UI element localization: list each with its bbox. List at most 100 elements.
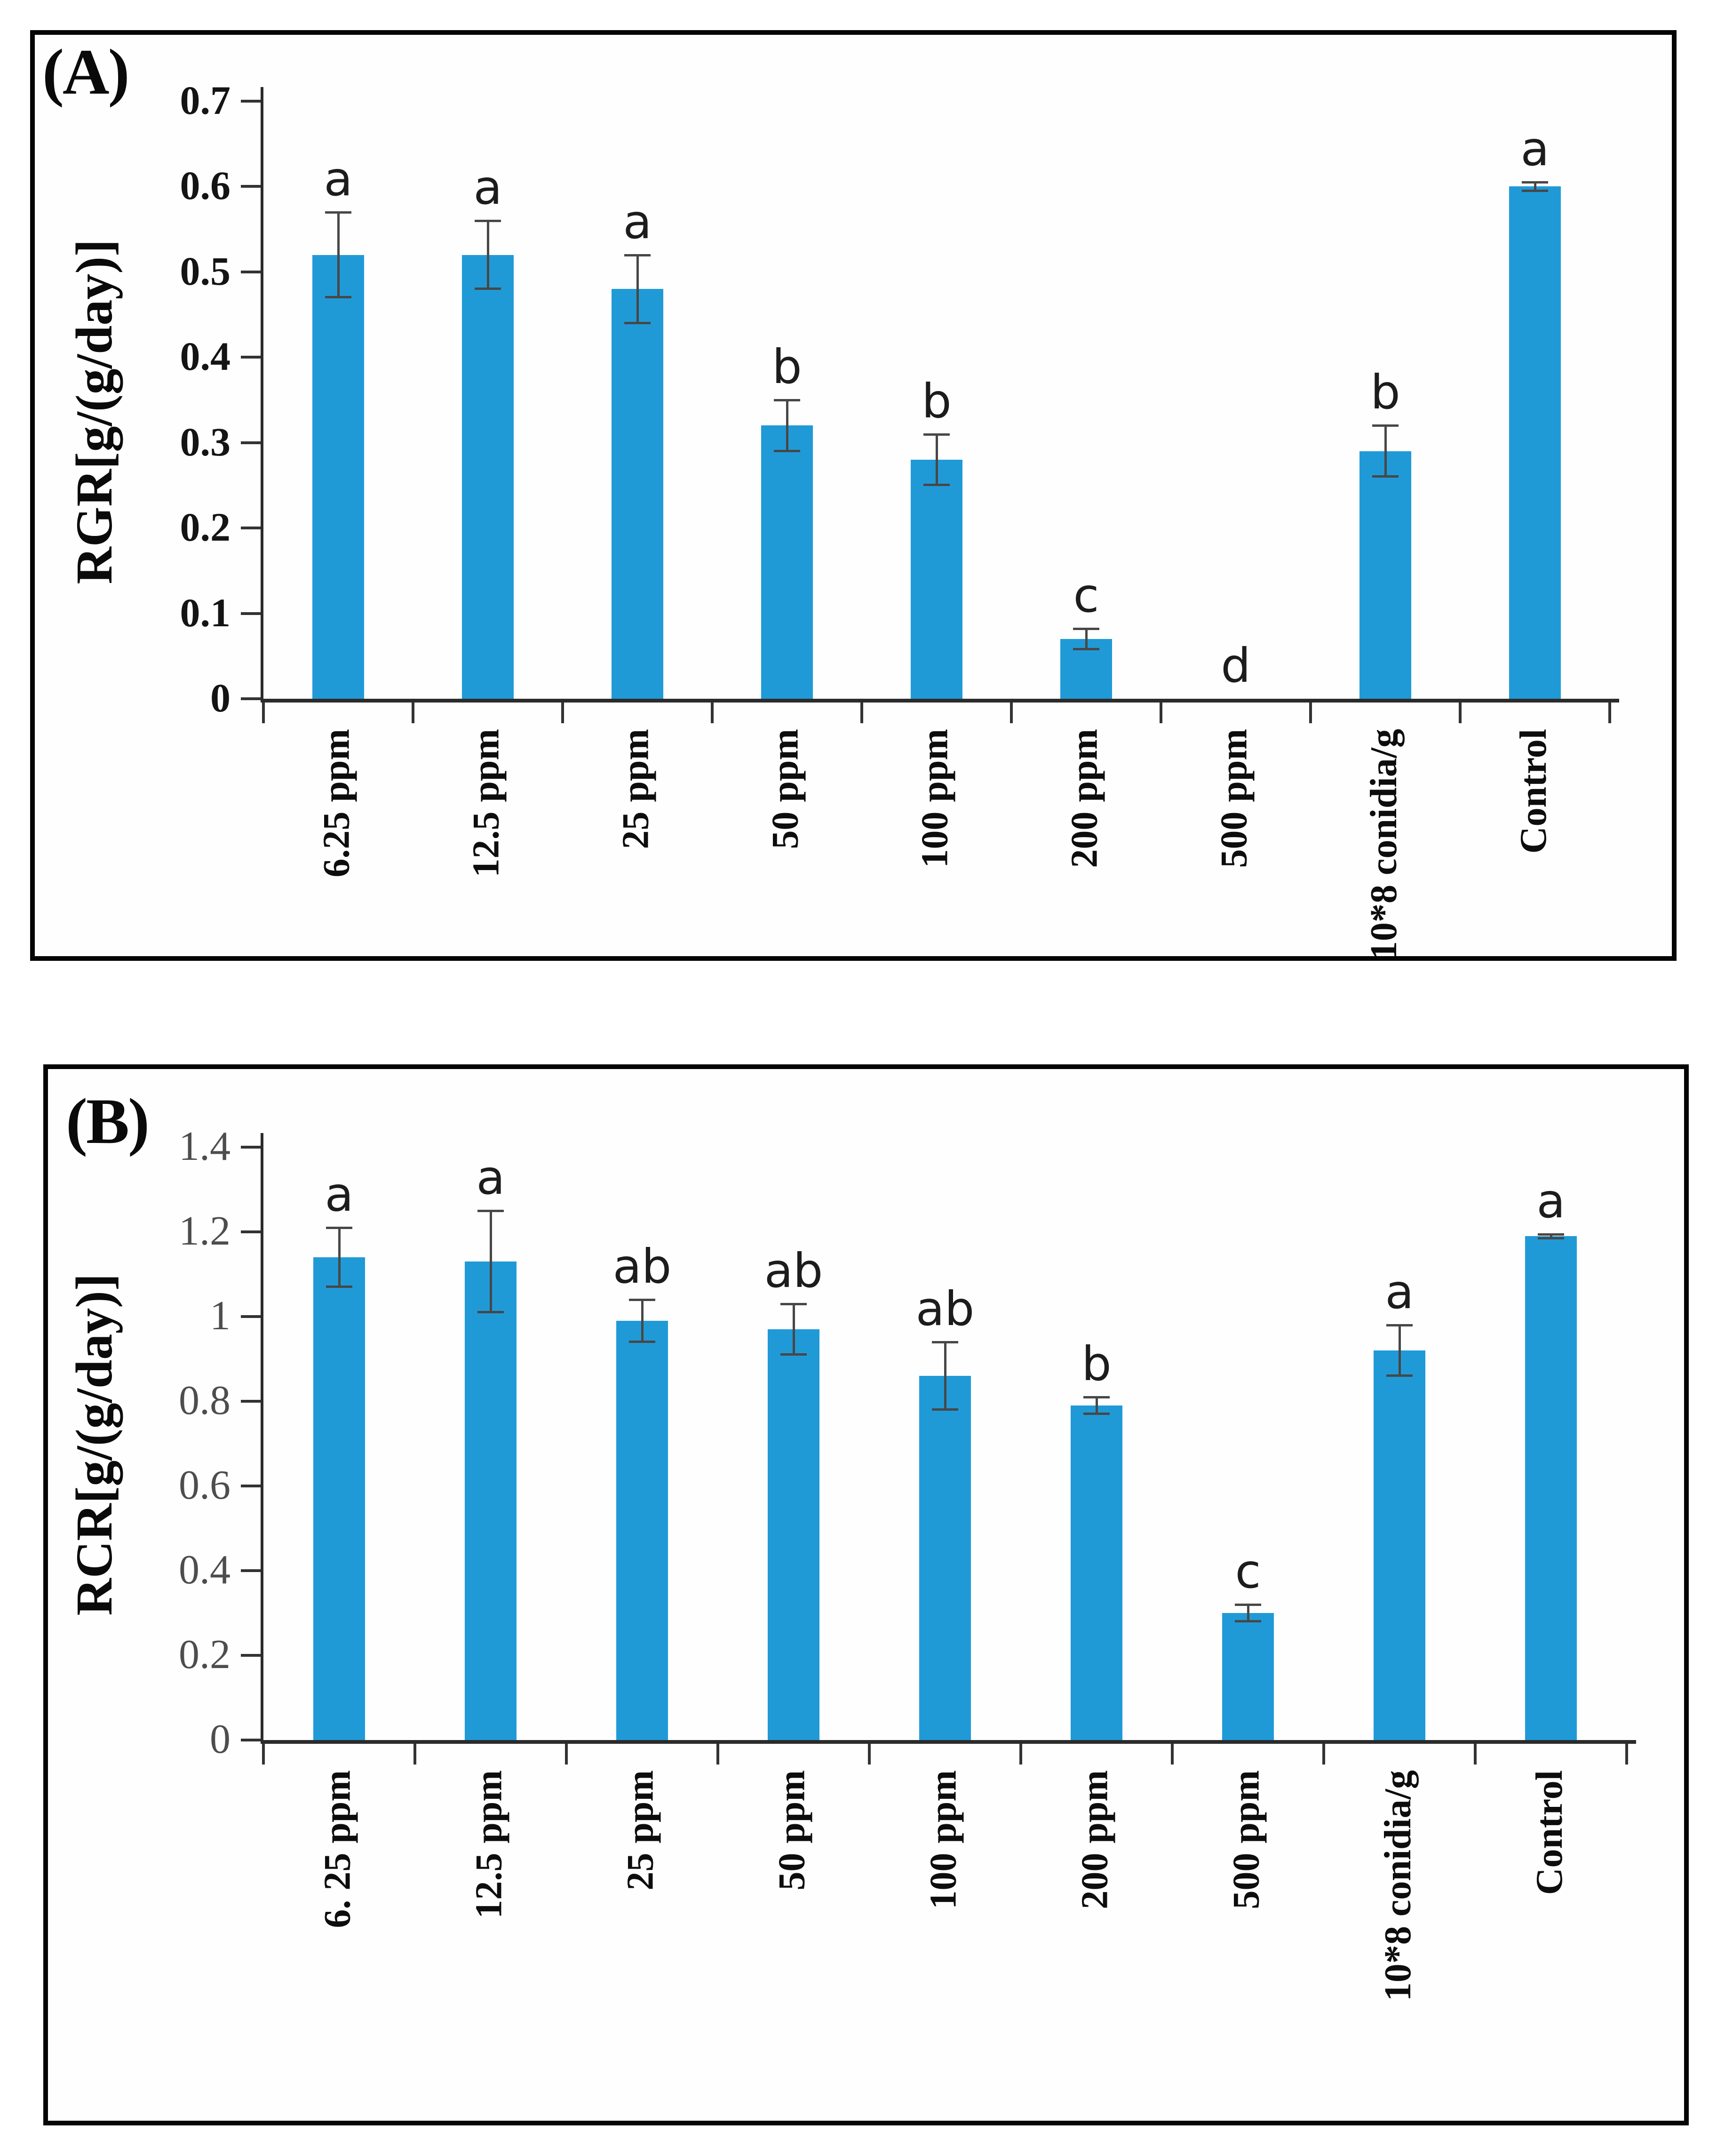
error-bar	[936, 434, 938, 486]
x-axis-tick	[868, 1744, 871, 1765]
error-bar-cap-top	[629, 1299, 655, 1301]
error-bar	[337, 212, 340, 298]
x-axis-tick	[1010, 703, 1013, 723]
x-axis-tick	[262, 703, 265, 723]
bar	[465, 1262, 517, 1740]
significance-letter: a	[473, 160, 502, 215]
error-bar-cap-top	[1235, 1604, 1261, 1606]
y-tick-label: 0.7	[180, 78, 231, 123]
x-axis-tick	[1608, 703, 1611, 723]
error-bar-cap-top	[1372, 424, 1399, 427]
error-bar-cap-bottom	[780, 1353, 807, 1356]
x-category-label-text: 12.5 ppm	[469, 1770, 510, 1919]
error-bar-cap-bottom	[475, 287, 501, 290]
error-bar-cap-top	[923, 433, 950, 436]
y-axis-tick	[241, 1569, 261, 1572]
y-tick-label: 0.6	[179, 1462, 231, 1508]
significance-letter: d	[1221, 638, 1251, 693]
y-axis-tick	[241, 185, 261, 188]
x-category-label-text: Control	[1513, 729, 1554, 854]
significance-letter: a	[324, 151, 353, 207]
error-bar-cap-top	[774, 399, 800, 401]
error-bar	[338, 1228, 341, 1287]
significance-letter: b	[1370, 365, 1400, 420]
error-bar-cap-top	[326, 1227, 352, 1229]
error-bar-cap-bottom	[1522, 189, 1548, 192]
significance-letter: c	[1235, 1544, 1261, 1599]
error-bar	[487, 221, 489, 289]
error-bar-cap-top	[1083, 1396, 1110, 1398]
error-bar-cap-top	[780, 1303, 807, 1305]
y-axis	[261, 1133, 263, 1744]
bar	[312, 255, 364, 699]
significance-letter: c	[1073, 568, 1099, 623]
error-bar	[793, 1304, 795, 1355]
error-bar-cap-bottom	[774, 449, 800, 452]
error-bar	[1550, 1234, 1552, 1238]
significance-letter: ab	[612, 1239, 672, 1294]
x-category-label-text: 6.25 ppm	[316, 729, 358, 878]
x-category-label-text: 50 ppm	[771, 1770, 813, 1891]
y-tick-label: 1	[210, 1293, 231, 1339]
y-tick-label: 0.4	[180, 334, 231, 379]
significance-letter: a	[1536, 1173, 1566, 1229]
y-axis-tick	[241, 1400, 261, 1403]
x-category-label-text: 50 ppm	[765, 729, 806, 849]
y-axis-tick	[241, 1315, 261, 1318]
significance-letter: b	[922, 373, 952, 429]
x-category-label-text: 200 ppm	[1064, 729, 1105, 868]
bar	[761, 425, 813, 699]
y-tick-label: 0.2	[180, 504, 231, 550]
x-axis-tick	[1459, 703, 1462, 723]
x-axis-tick	[1625, 1744, 1628, 1765]
y-tick-label: 0.3	[180, 419, 231, 464]
bar	[462, 255, 514, 699]
error-bar	[1399, 1325, 1401, 1376]
error-bar	[1247, 1605, 1249, 1621]
x-category-label-text: 100 ppm	[923, 1770, 964, 1909]
error-bar-cap-top	[477, 1210, 504, 1212]
error-bar-cap-bottom	[1386, 1374, 1413, 1377]
error-bar-cap-bottom	[325, 296, 351, 299]
bar	[1374, 1350, 1425, 1740]
x-axis-tick	[1322, 1744, 1325, 1765]
panel-B: (B) RCR[g/(g/day)] 0 0.2 0.4 0.6 0.8 1 1.2 1.4 a…	[43, 1064, 1689, 2125]
error-bar-cap-bottom	[1538, 1237, 1564, 1239]
bar	[1071, 1405, 1122, 1740]
bar	[919, 1376, 971, 1740]
bar	[1222, 1613, 1274, 1740]
error-bar-cap-bottom	[624, 321, 651, 324]
x-category-label-text: 100 ppm	[914, 729, 956, 868]
bar	[768, 1329, 819, 1740]
y-tick-label: 0	[210, 675, 231, 720]
significance-letter: b	[1081, 1336, 1112, 1391]
x-axis-tick	[412, 703, 414, 723]
x-axis-tick	[413, 1744, 416, 1765]
y-tick-label: 0.2	[179, 1632, 231, 1677]
y-axis-tick	[241, 1654, 261, 1657]
error-bar-cap-bottom	[326, 1286, 352, 1288]
error-bar-cap-bottom	[1083, 1413, 1110, 1415]
y-axis	[261, 87, 263, 703]
x-axis-tick	[716, 1744, 719, 1765]
error-bar-cap-bottom	[923, 484, 950, 487]
y-tick-label: 0.5	[180, 248, 231, 294]
y-axis-tick	[241, 612, 261, 615]
x-category-label-text: 12.5 ppm	[466, 729, 507, 878]
x-axis-tick	[565, 1744, 568, 1765]
significance-letter: a	[1385, 1264, 1414, 1319]
x-axis-tick	[860, 703, 863, 723]
x-category-label-text: Control	[1529, 1770, 1570, 1895]
error-bar	[636, 255, 639, 323]
y-axis-tick	[241, 270, 261, 273]
bar	[313, 1257, 365, 1740]
significance-letter: ab	[764, 1243, 823, 1298]
significance-letter: a	[325, 1167, 354, 1222]
significance-letter: a	[1520, 121, 1550, 177]
x-axis-tick	[1019, 1744, 1022, 1765]
x-axis	[261, 699, 1619, 703]
x-category-label-text: 25 ppm	[620, 1770, 661, 1891]
error-bar	[641, 1300, 644, 1342]
error-bar-cap-bottom	[932, 1408, 958, 1411]
